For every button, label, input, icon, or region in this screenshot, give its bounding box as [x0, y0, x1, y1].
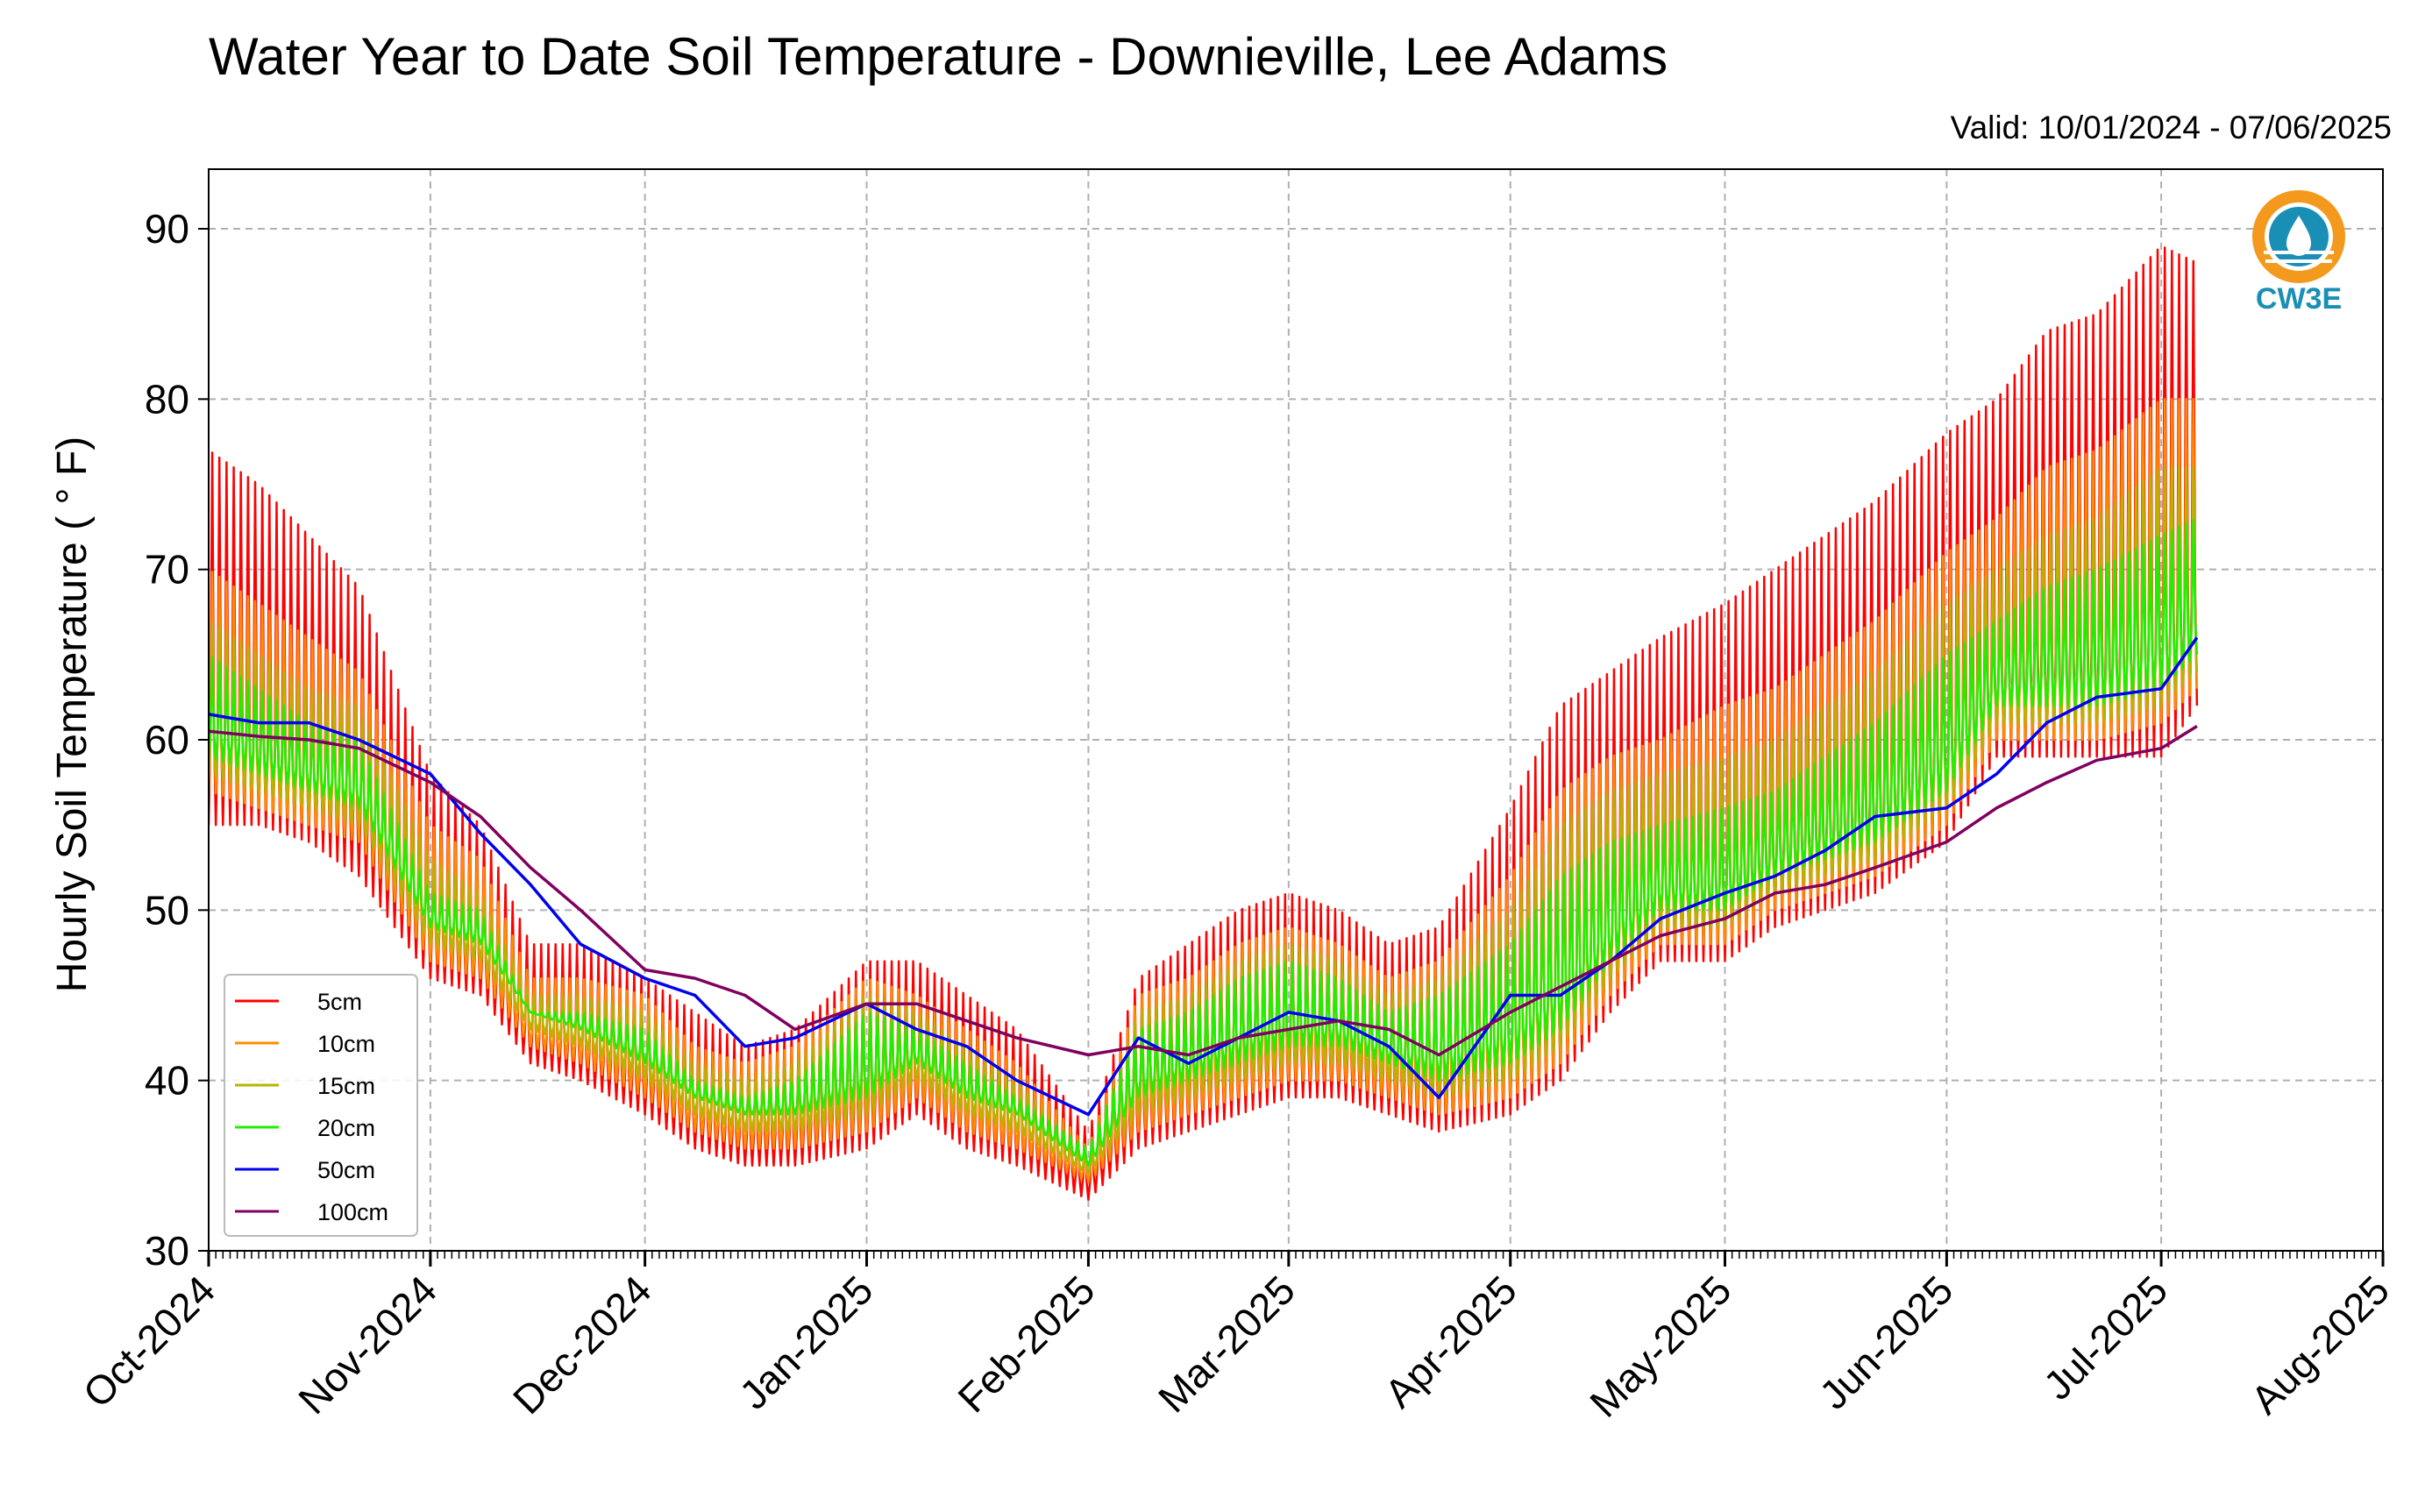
series-layer [209, 246, 2199, 1201]
logo-wave-icon-2 [2265, 259, 2332, 263]
series-line-100cm [209, 725, 2198, 1057]
y-tick-label: 50 [145, 887, 189, 933]
legend-label-5cm: 5cm [317, 989, 362, 1015]
x-tick-label: Jul-2025 [2035, 1267, 2177, 1409]
chart-title: Water Year to Date Soil Temperature - Do… [209, 27, 1668, 86]
legend-label-50cm: 50cm [317, 1157, 375, 1183]
x-tick-label: May-2025 [1581, 1267, 1739, 1425]
legend-label-20cm: 20cm [317, 1115, 375, 1141]
x-tick-label: Apr-2025 [1376, 1267, 1525, 1416]
x-tick-label: Oct-2024 [75, 1267, 224, 1416]
legend-label-100cm: 100cm [317, 1199, 388, 1225]
y-tick-label: 80 [145, 376, 189, 422]
y-tick-label: 90 [145, 206, 189, 252]
series-line-20cm [209, 519, 2199, 1168]
x-tick-label: Jun-2025 [1810, 1267, 1961, 1417]
series-line-50cm [209, 636, 2199, 1117]
logo-wave-icon [2264, 251, 2334, 254]
legend-label-15cm: 15cm [317, 1073, 375, 1099]
y-tick-label: 70 [145, 547, 189, 593]
logo-drop-icon [2286, 216, 2311, 256]
x-tick-label: Nov-2024 [289, 1267, 445, 1423]
cw3e-logo: CW3E [2252, 190, 2345, 316]
y-tick-label: 30 [145, 1228, 189, 1274]
minor-ticks [208, 1251, 2384, 1259]
legend: 5cm 10cm 15cm 20cm 50cm 100cm [224, 974, 418, 1237]
logo-ring-icon [2252, 190, 2345, 283]
legend-label-10cm: 10cm [317, 1031, 375, 1057]
y-tick-label: 40 [145, 1058, 189, 1104]
y-tick-label: 60 [145, 717, 189, 763]
x-tick-label: Jan-2025 [730, 1267, 881, 1417]
x-tick-label: Dec-2024 [504, 1267, 660, 1423]
valid-date-range: Valid: 10/01/2024 - 07/06/2025 [1950, 110, 2392, 146]
logo-text: CW3E [2256, 282, 2342, 316]
x-tick-label: Mar-2025 [1149, 1267, 1304, 1421]
x-tick-label: Feb-2025 [949, 1267, 1103, 1421]
x-tick-label: Aug-2025 [2242, 1267, 2398, 1423]
y-axis-label: Hourly Soil Temperature ( ° F) [49, 437, 96, 993]
